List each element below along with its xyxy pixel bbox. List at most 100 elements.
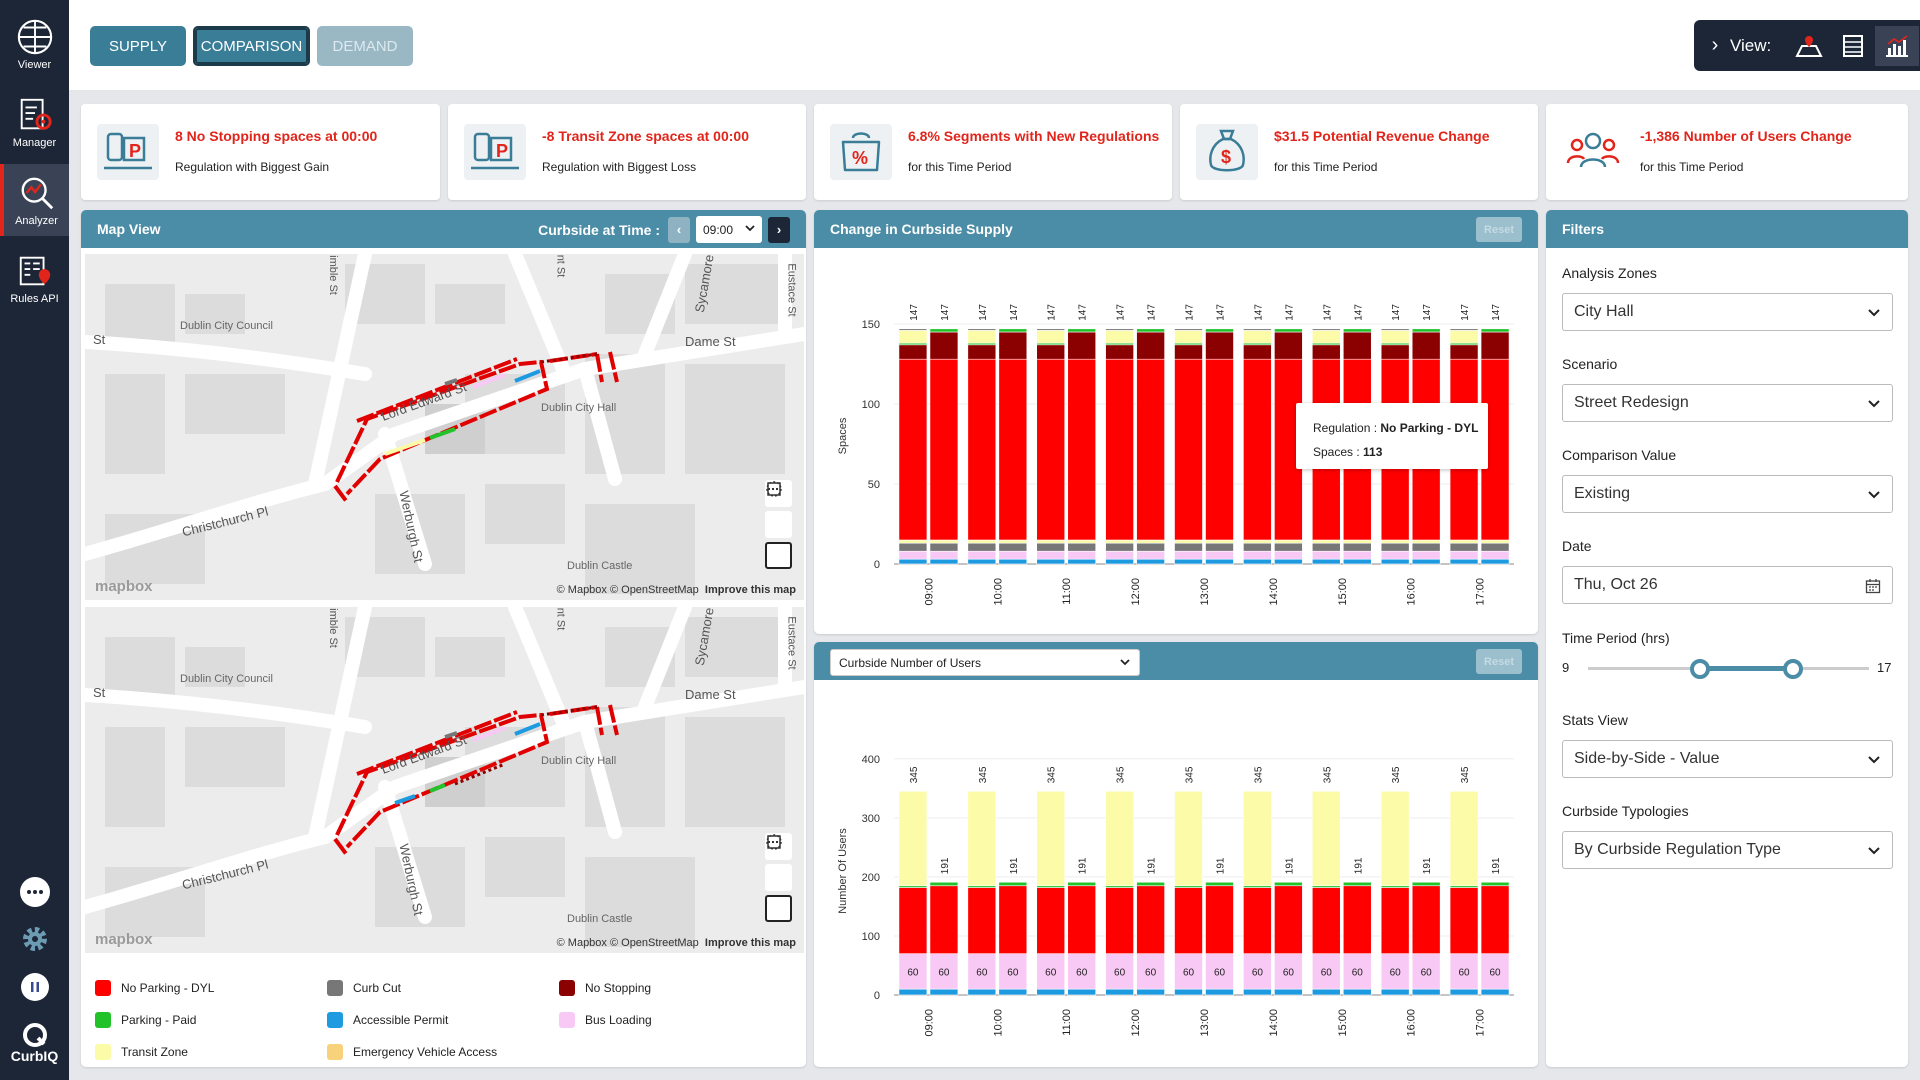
- x-tick-label: 09:00: [923, 578, 935, 606]
- table-view-button[interactable]: [1831, 26, 1875, 66]
- sidebar-item-manager[interactable]: Manager: [0, 86, 69, 158]
- pause-button[interactable]: [0, 972, 69, 1002]
- data-label: 345: [1185, 766, 1196, 783]
- bar-segment: [1449, 887, 1479, 954]
- bar-segment: [1205, 558, 1234, 565]
- comparison-value-select[interactable]: Existing: [1562, 475, 1893, 513]
- data-label: 60: [1214, 967, 1226, 978]
- map-panel-title: Map View: [97, 221, 161, 237]
- time-range-slider[interactable]: [1588, 659, 1869, 679]
- time-select[interactable]: 09:00: [696, 216, 762, 243]
- map-view-button[interactable]: [1787, 26, 1831, 66]
- bar-segment: [967, 887, 997, 954]
- bar-segment: [1136, 358, 1165, 541]
- users-reset-button[interactable]: Reset: [1476, 649, 1522, 674]
- sidebar-item-rules-api[interactable]: Rules API: [0, 242, 69, 314]
- chevron-down-icon: [1868, 756, 1880, 764]
- bar-segment: [898, 988, 928, 996]
- legend-item: Transit Zone: [95, 1044, 188, 1060]
- next-time-button[interactable]: ›: [768, 216, 790, 243]
- more-button[interactable]: [0, 876, 69, 908]
- bar-segment: [998, 539, 1028, 544]
- stats-view-label: Stats View: [1562, 712, 1628, 728]
- x-tick-label: 16:00: [1406, 1009, 1418, 1037]
- prev-time-button[interactable]: ‹: [668, 216, 690, 243]
- bar-segment: [1342, 885, 1372, 954]
- bar-segment: [1205, 550, 1234, 560]
- date-input[interactable]: Thu, Oct 26: [1562, 566, 1893, 604]
- legend-swatch: [95, 980, 111, 996]
- data-label: 345: [909, 766, 920, 783]
- demand-button[interactable]: DEMAND: [317, 26, 413, 66]
- data-label: 147: [1322, 304, 1333, 321]
- stats-view-select[interactable]: Side-by-Side - Value: [1562, 740, 1893, 778]
- sidebar-item-viewer[interactable]: Viewer: [0, 8, 69, 80]
- bar-segment: [1274, 550, 1303, 560]
- bar-segment: [1311, 988, 1341, 996]
- bar-segment: [1036, 790, 1066, 887]
- map-existing[interactable]: Dublin City Council Dublin City Hall Dub…: [85, 254, 804, 600]
- improve-map-link[interactable]: Improve this map: [704, 937, 796, 949]
- data-label: 147: [1047, 304, 1058, 321]
- bar-segment: [1380, 988, 1410, 996]
- kpi-card-biggest-gain: P 8 No Stopping spaces at 00:00 Regulati…: [81, 104, 440, 200]
- y-tick-label: 200: [862, 872, 880, 884]
- y-axis-label: Number Of Users: [837, 828, 849, 914]
- analysis-zones-select[interactable]: City Hall: [1562, 293, 1893, 331]
- bar-segment: [1243, 790, 1272, 887]
- slider-end-handle[interactable]: [1783, 659, 1804, 679]
- filters-title: Filters: [1562, 221, 1605, 237]
- kpi-card-biggest-loss: P -8 Transit Zone spaces at 00:00 Regula…: [448, 104, 806, 200]
- bar-segment: [1243, 330, 1272, 344]
- bar-segment: [1449, 550, 1479, 560]
- svg-text:P: P: [129, 141, 141, 161]
- bar-segment: [1105, 542, 1134, 552]
- street-label: St: [93, 332, 106, 347]
- bar-segment: [1105, 330, 1134, 344]
- supply-reset-button[interactable]: Reset: [1476, 217, 1522, 242]
- kpi-title: 8 No Stopping spaces at 00:00: [175, 128, 378, 144]
- curbside-typologies-value: By Curbside Regulation Type: [1574, 841, 1781, 858]
- chevron-down-icon: [1868, 491, 1880, 499]
- bar-segment: [1205, 953, 1234, 990]
- improve-map-link[interactable]: Improve this map: [704, 584, 796, 596]
- settings-button[interactable]: [0, 922, 69, 956]
- bar-segment: [1174, 344, 1203, 360]
- x-tick-label: 13:00: [1199, 578, 1211, 606]
- slider-start-handle[interactable]: [1690, 659, 1711, 679]
- bar-segment: [1411, 885, 1441, 954]
- calendar-icon[interactable]: [1865, 578, 1881, 594]
- attribution-text[interactable]: © Mapbox © OpenStreetMap: [556, 937, 699, 949]
- scenario-select[interactable]: Street Redesign: [1562, 384, 1893, 422]
- kpi-subtitle: for this Time Period: [1640, 160, 1744, 174]
- bar-segment: [1480, 881, 1510, 887]
- draw-rectangle-button[interactable]: [765, 835, 792, 891]
- chart-view-button[interactable]: [1875, 25, 1920, 66]
- data-label: 191: [1216, 857, 1227, 874]
- map-redesign[interactable]: Dublin City Council Dublin City Hall Dub…: [85, 607, 804, 953]
- bar-segment: [967, 328, 997, 331]
- chevron-right-icon[interactable]: ›: [1711, 34, 1719, 56]
- metric-dropdown[interactable]: Curbside Number of Users: [830, 649, 1140, 676]
- data-label: 147: [1216, 304, 1227, 321]
- draw-rectangle-button[interactable]: [765, 482, 792, 538]
- chevron-down-icon: [1868, 309, 1880, 317]
- data-label: 345: [1460, 766, 1471, 783]
- draw-line-button[interactable]: [765, 488, 792, 569]
- draw-line-button[interactable]: [765, 841, 792, 922]
- supply-button[interactable]: SUPPLY: [90, 26, 186, 66]
- data-label: 147: [1491, 304, 1502, 321]
- bar-segment: [1036, 550, 1066, 560]
- sidebar-item-analyzer[interactable]: Analyzer: [0, 164, 69, 236]
- data-label: 60: [907, 967, 919, 978]
- data-label: 345: [1391, 766, 1402, 783]
- bar-segment: [1380, 539, 1410, 544]
- bar-segment: [1449, 328, 1479, 331]
- bar-segment: [1480, 331, 1510, 360]
- draw-circle-button[interactable]: [765, 833, 792, 860]
- attribution-text[interactable]: © Mapbox © OpenStreetMap: [556, 584, 699, 596]
- curbside-typologies-select[interactable]: By Curbside Regulation Type: [1562, 831, 1893, 869]
- stats-view-value: Side-by-Side - Value: [1574, 750, 1720, 767]
- comparison-button[interactable]: COMPARISON: [193, 26, 310, 66]
- draw-circle-button[interactable]: [765, 480, 792, 507]
